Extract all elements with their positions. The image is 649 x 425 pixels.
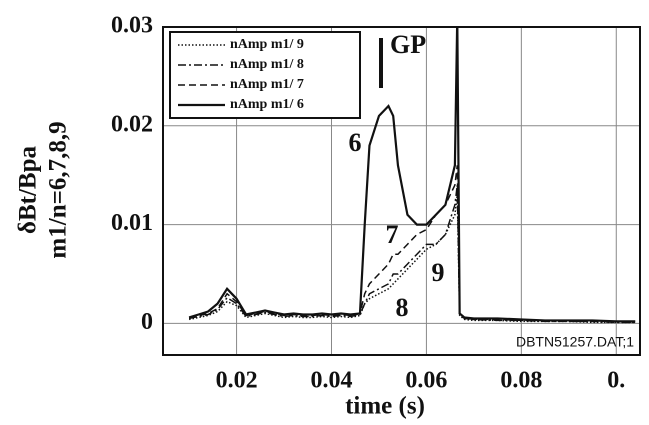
legend-label: nAmp m1/ 6 bbox=[230, 97, 304, 112]
x-tick-label: 0.06 bbox=[405, 368, 447, 394]
annotation: 9 bbox=[432, 258, 445, 287]
annotation: GP bbox=[390, 30, 426, 59]
legend-label: nAmp m1/ 8 bbox=[230, 57, 304, 72]
annotation: 8 bbox=[396, 293, 409, 322]
x-tick-label: 0.04 bbox=[310, 368, 352, 394]
annotation: 7 bbox=[386, 220, 399, 249]
data-line bbox=[188, 27, 636, 323]
data-line bbox=[188, 184, 636, 324]
x-axis-label: time (s) bbox=[345, 393, 425, 420]
y-tick-label: 0.02 bbox=[111, 111, 153, 137]
y-axis-label: δBt/Bpa bbox=[15, 146, 42, 235]
legend-label: nAmp m1/ 9 bbox=[230, 37, 304, 52]
legend-box bbox=[169, 31, 361, 119]
y-tick-label: 0.01 bbox=[111, 210, 153, 236]
x-tick-label: 0.02 bbox=[216, 368, 258, 394]
plot-frame bbox=[162, 26, 641, 356]
y-tick-label: 0 bbox=[141, 309, 153, 335]
annotation: DBTN51257.DAT;1 bbox=[516, 334, 634, 350]
data-line bbox=[188, 165, 636, 324]
y-axis-label: m1/n=6,7,8,9 bbox=[45, 121, 72, 258]
x-tick-label: 0. bbox=[607, 368, 625, 394]
annotation: 6 bbox=[349, 128, 362, 157]
plot-area bbox=[188, 27, 636, 324]
legend-label: nAmp m1/ 7 bbox=[230, 77, 304, 92]
x-tick-label: 0.08 bbox=[500, 368, 542, 394]
y-tick-label: 0.03 bbox=[111, 13, 153, 39]
